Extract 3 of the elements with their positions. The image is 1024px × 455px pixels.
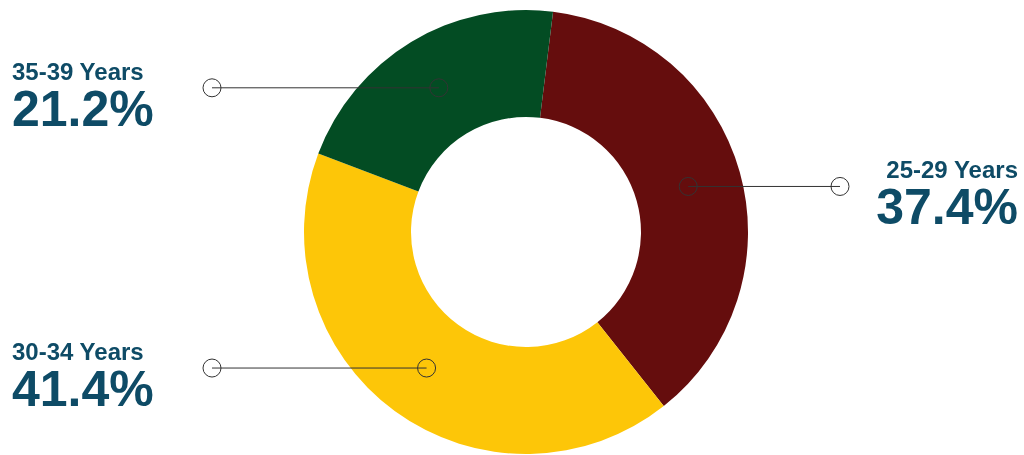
donut-slice	[318, 10, 554, 192]
donut-slice	[304, 153, 664, 454]
donut-slice	[540, 11, 748, 407]
